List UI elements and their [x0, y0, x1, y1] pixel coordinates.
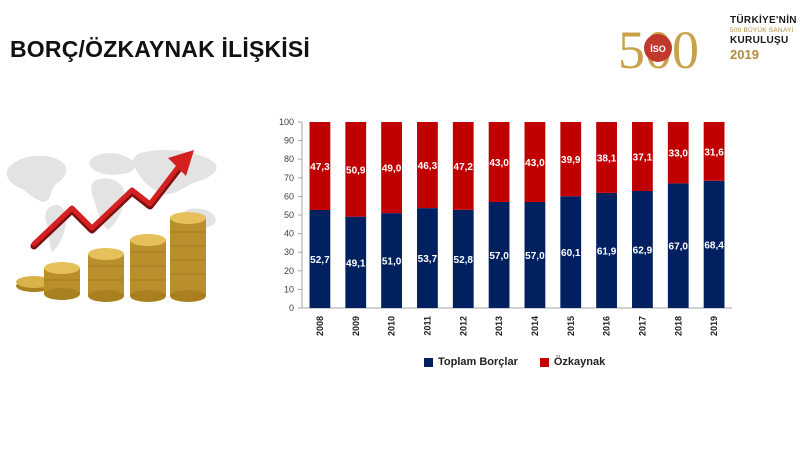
equity-bar — [667, 122, 689, 184]
data-label: 51,0 — [382, 257, 402, 268]
data-label: 57,0 — [525, 251, 545, 262]
equity-bar — [417, 122, 438, 209]
data-label: 47,2 — [454, 162, 474, 173]
y-tick-label: 0 — [289, 303, 294, 313]
debt-bar — [488, 201, 510, 308]
debt-bar — [560, 196, 582, 308]
x-tick-label: 2008 — [315, 316, 325, 336]
x-tick-label: 2016 — [602, 316, 612, 336]
page-title: BORÇ/ÖZKAYNAK İLİŞKİSİ — [10, 36, 311, 62]
logo-line-4: 2019 — [730, 47, 759, 62]
equity-bar — [703, 122, 725, 181]
debt-bar — [309, 209, 331, 308]
logo-line-3: KURULUŞU — [730, 35, 789, 46]
finance-illustration — [6, 149, 217, 302]
data-label: 49,0 — [382, 164, 402, 175]
iso-500-emblem-icon: 500 İSO — [618, 20, 699, 74]
data-label: 68,4 — [704, 240, 724, 251]
data-label: 57,0 — [489, 251, 509, 262]
data-label: 39,9 — [561, 155, 581, 166]
data-label: 47,3 — [310, 162, 330, 173]
equity-bar — [309, 122, 331, 210]
data-label: 43,0 — [525, 158, 545, 169]
x-tick-label: 2013 — [494, 316, 504, 336]
coin-stacks-icon — [16, 212, 206, 302]
data-label: 50,9 — [346, 165, 366, 176]
debt-bar — [417, 208, 438, 308]
x-tick-label: 2011 — [422, 316, 432, 336]
debt-bar — [524, 201, 546, 308]
data-label: 43,0 — [489, 158, 509, 169]
data-label: 31,6 — [704, 147, 724, 158]
debt-bar — [345, 216, 367, 308]
debt-equity-chart: 0 10 20 30 40 50 60 70 80 90 100 52,7 47,3 2008 49,1 50… — [279, 117, 732, 336]
equity-bar — [381, 122, 402, 214]
debt-bar — [452, 209, 474, 308]
debt-bar — [381, 213, 402, 308]
data-label: 60,1 — [561, 248, 581, 259]
x-tick-label: 2010 — [387, 316, 397, 336]
x-tick-label: 2019 — [709, 316, 719, 336]
equity-bar — [488, 122, 510, 202]
x-tick-label: 2012 — [458, 316, 468, 336]
data-label: 52,8 — [454, 255, 474, 266]
equity-bar — [596, 122, 617, 193]
x-tick-label: 2015 — [566, 316, 576, 336]
logo-line-1: TÜRKİYE'NİN — [730, 15, 797, 26]
legend-label: Özkaynak — [553, 356, 606, 368]
y-tick-label: 50 — [284, 210, 294, 220]
legend-item: Özkaynak — [539, 356, 606, 368]
debt-bar — [596, 192, 617, 308]
legend-swatch — [424, 357, 433, 367]
data-label: 53,7 — [418, 254, 438, 265]
y-tick-label: 70 — [284, 173, 294, 183]
iso-500-logo: 500 İSO TÜRKİYE'NİN 500 BÜYÜK SANAYİ KUR… — [618, 10, 798, 80]
trend-arrow-icon — [30, 150, 194, 250]
data-label: 33,0 — [669, 149, 689, 160]
y-tick-label: 20 — [284, 266, 294, 276]
x-tick-label: 2017 — [637, 316, 647, 336]
debt-bar — [632, 191, 653, 308]
data-label: 62,9 — [633, 246, 653, 257]
y-tick-label: 40 — [284, 229, 294, 239]
equity-bar — [632, 122, 653, 192]
y-tick-label: 10 — [284, 284, 294, 294]
logo-text: TÜRKİYE'NİN 500 BÜYÜK SANAYİ KURULUŞU 20… — [730, 15, 798, 62]
equity-bar — [560, 122, 582, 197]
data-label: 38,1 — [597, 153, 617, 164]
x-tick-label: 2014 — [530, 316, 540, 336]
data-label: 67,0 — [669, 242, 689, 253]
data-label: 52,7 — [310, 255, 330, 266]
y-tick-label: 30 — [284, 247, 294, 257]
debt-bar — [703, 180, 725, 308]
legend-label: Toplam Borçlar — [438, 356, 518, 368]
equity-bar — [452, 122, 474, 210]
equity-bar — [524, 122, 546, 202]
debt-bar — [667, 183, 689, 308]
legend-swatch — [539, 357, 549, 367]
chart-legend: Toplam Borçlar Özkaynak — [424, 356, 605, 368]
y-tick-label: 100 — [279, 117, 294, 127]
y-tick-label: 80 — [284, 154, 294, 164]
data-label: 49,1 — [346, 258, 366, 269]
y-tick-label: 60 — [284, 191, 294, 201]
equity-bar — [345, 122, 367, 217]
x-tick-label: 2018 — [673, 316, 683, 336]
y-tick-label: 90 — [284, 136, 294, 146]
data-label: 37,1 — [633, 153, 653, 164]
logo-line-2: 500 BÜYÜK SANAYİ — [730, 27, 794, 34]
x-tick-label: 2009 — [351, 316, 361, 336]
data-label: 46,3 — [418, 161, 438, 172]
data-label: 61,9 — [597, 246, 617, 257]
logo-badge: İSO — [650, 44, 666, 54]
legend-item: Toplam Borçlar — [424, 356, 518, 368]
